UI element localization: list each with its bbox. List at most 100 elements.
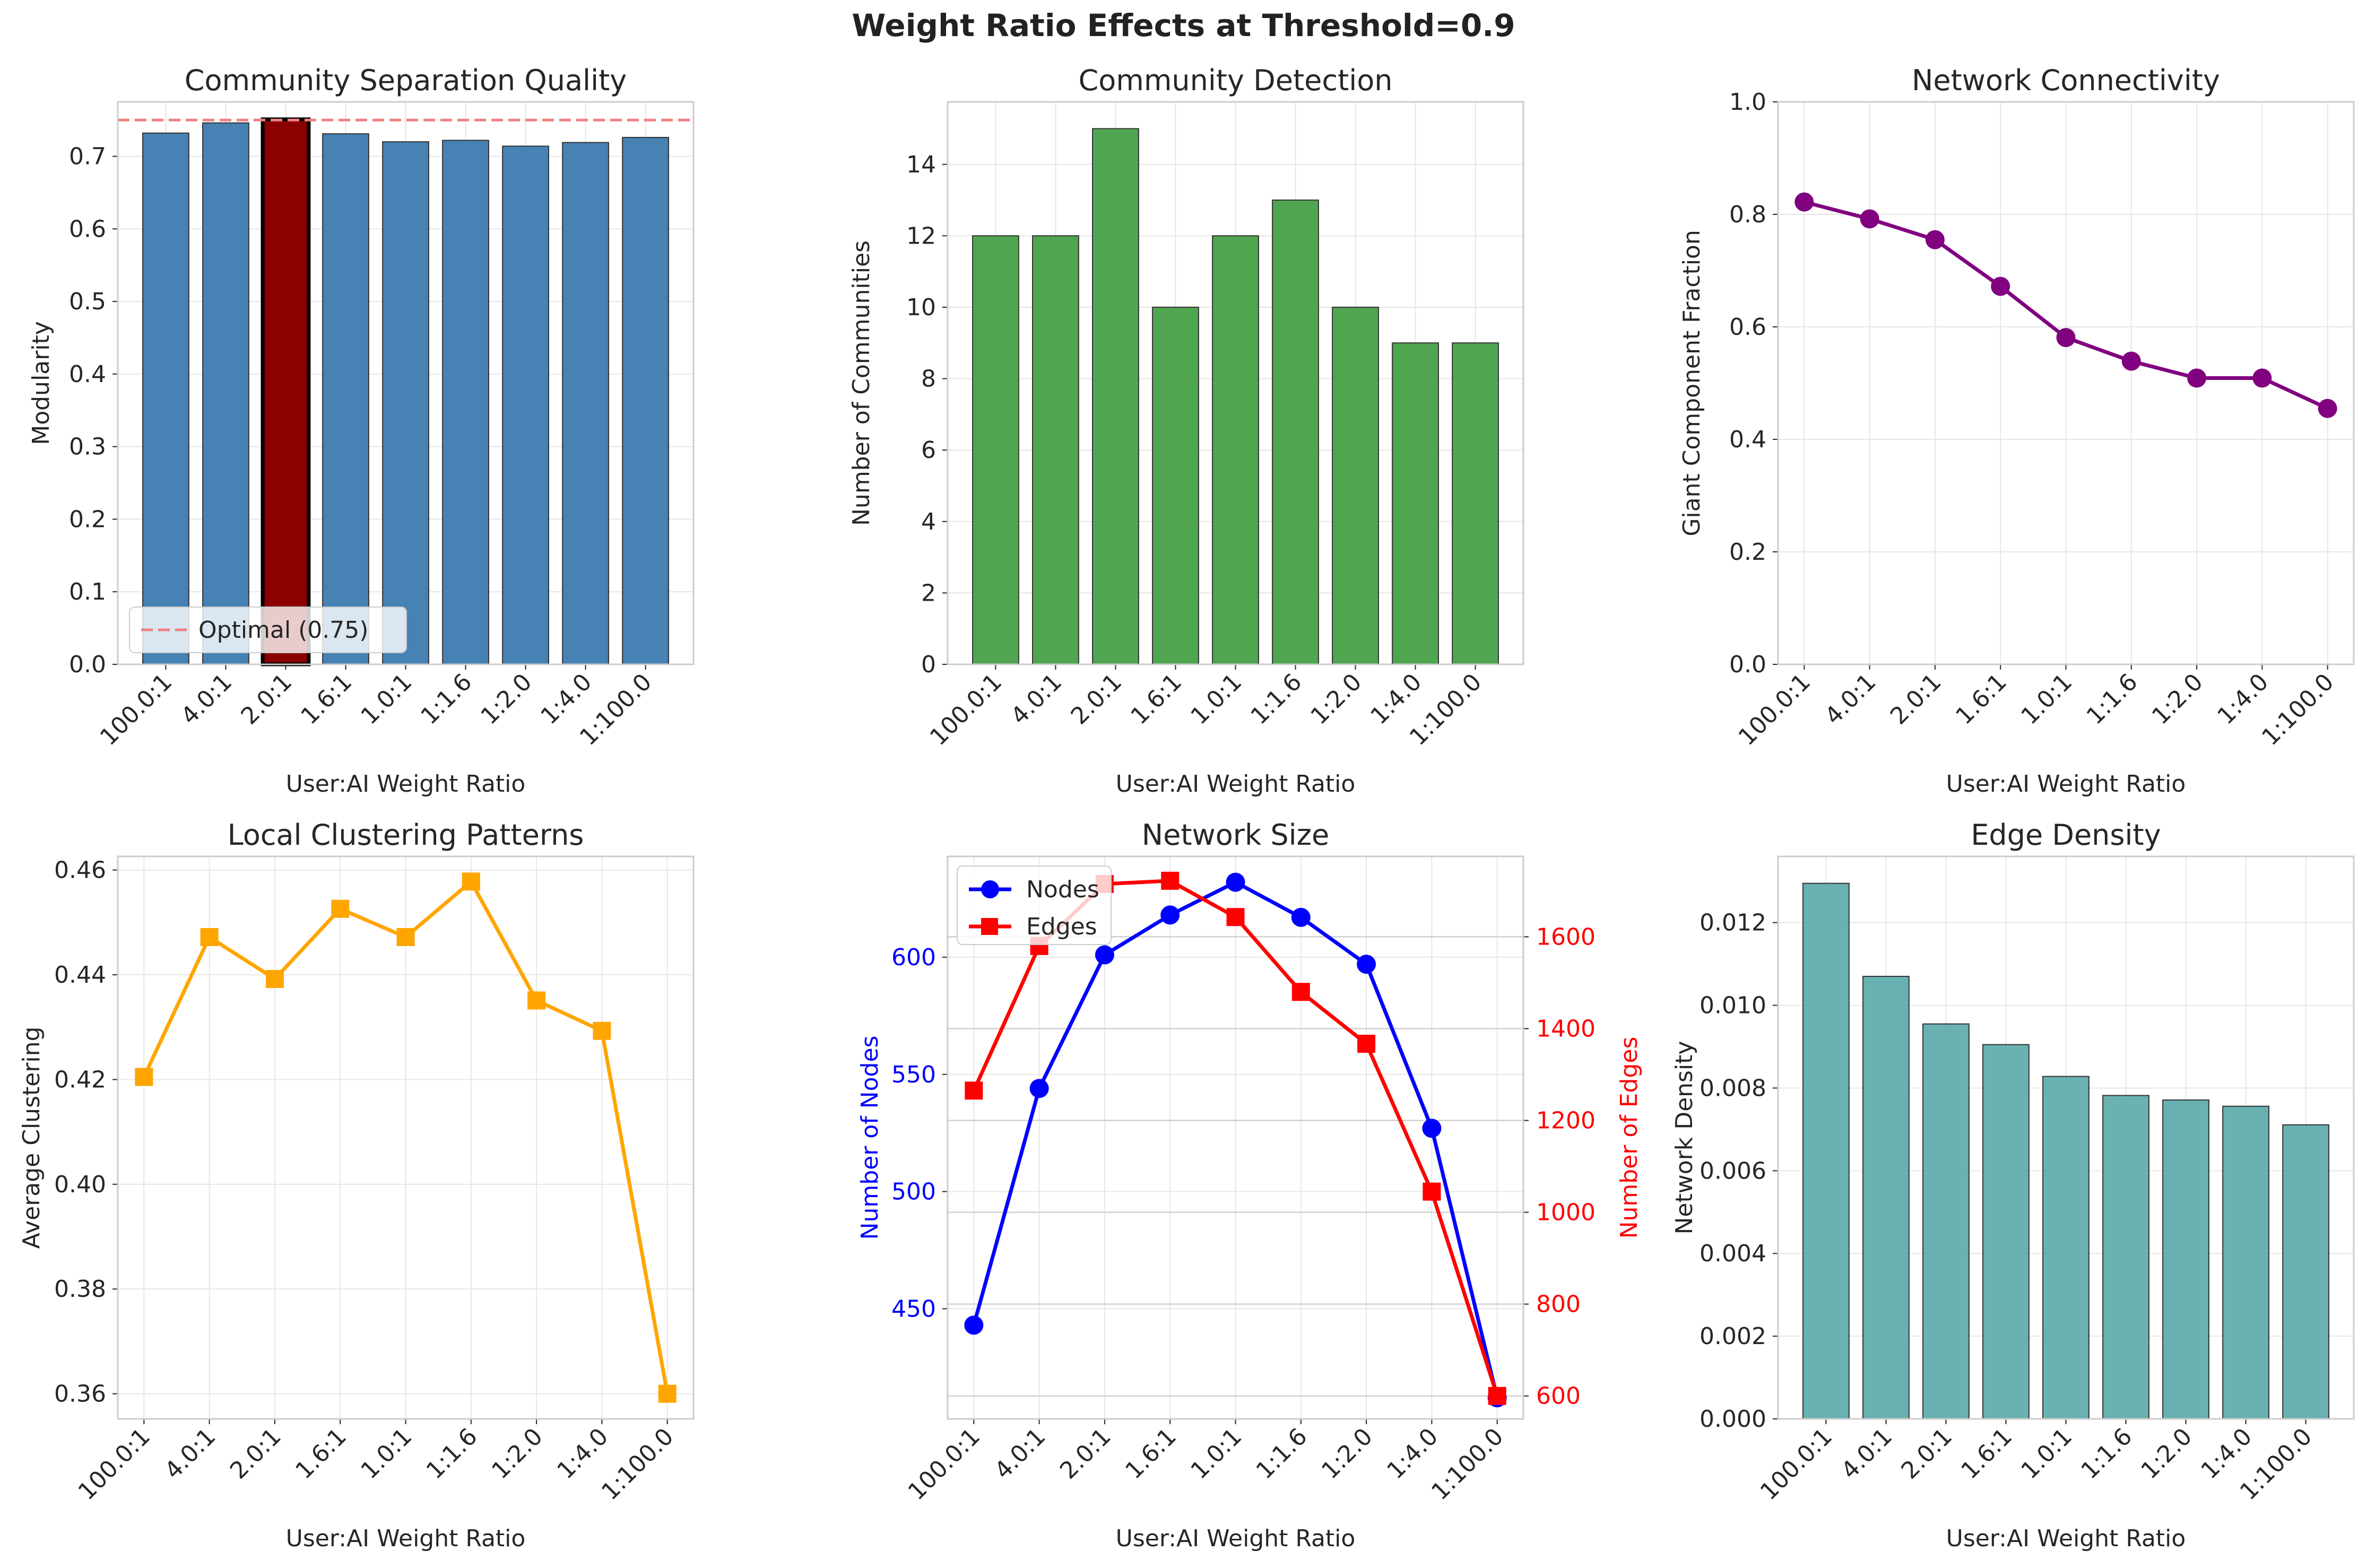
y-tick-label: 2 [921, 579, 936, 607]
bar [1922, 1023, 1970, 1419]
series-point [527, 991, 546, 1010]
legend: Optimal (0.75) [129, 607, 407, 653]
x-tick-label: 1:1.6 [2082, 669, 2143, 730]
series-edges-point [1423, 1182, 1441, 1201]
series-edges-point [1488, 1387, 1506, 1405]
series-nodes-point [1422, 1119, 1442, 1138]
x-tick-label: 1.6:1 [1956, 1423, 2017, 1485]
x-tick-label: 1.6:1 [1120, 1423, 1182, 1485]
bar [502, 145, 549, 665]
axes-frame [117, 855, 695, 1420]
x-tick-label: 2.0:1 [1885, 669, 1947, 730]
series-edges-point [1357, 1035, 1376, 1053]
x-tick-label: 4.0:1 [1836, 1423, 1897, 1485]
x-tick-label: 2.0:1 [236, 669, 297, 730]
x-axis-label: User:AI Weight Ratio [1116, 770, 1356, 798]
x-tick-label: 100.0:1 [903, 1423, 985, 1505]
y-tick-label: 0.40 [54, 1171, 106, 1198]
x-tick-label: 1:4.0 [2212, 669, 2274, 730]
x-tick-label: 100.0:1 [95, 669, 177, 751]
x-axis-label: User:AI Weight Ratio [286, 770, 526, 798]
y-tick-label: 0.42 [54, 1066, 106, 1093]
x-tick-label: 1:2.0 [2147, 669, 2208, 730]
bar [972, 235, 1019, 665]
y-tick-label: 0.7 [69, 143, 106, 170]
y-tick-label: 0.3 [69, 434, 106, 461]
x-tick-label: 4.0:1 [1820, 669, 1882, 730]
series-point [331, 899, 350, 918]
panel-title: Network Connectivity [1912, 64, 2220, 97]
panel-communities: 0 2 4 6 8 10 12 14 Community Detection 100.0:14.0… [848, 64, 1524, 798]
x-tick-label: 100.0:1 [1755, 1423, 1837, 1505]
series-nodes-point [1226, 872, 1245, 892]
y-tick-label: 600 [891, 944, 936, 971]
y-tick-label: 0.012 [1700, 909, 1766, 937]
right-axis-label: Number of Edges [1616, 1037, 1643, 1239]
x-tick-label: 1:100.0 [2257, 669, 2339, 751]
legend-label: Optimal (0.75) [198, 617, 368, 644]
bar [1452, 342, 1499, 665]
x-tick-label: 1:1.6 [415, 669, 477, 730]
x-tick-label: 2.0:1 [1065, 669, 1127, 730]
y-tick-label: 0.010 [1700, 992, 1766, 1019]
panel-clustering: 0.36 0.38 0.40 0.42 0.44 0.46 Local Clustering… [18, 818, 695, 1552]
bar [142, 132, 189, 665]
x-tick-label: 1.6:1 [1125, 669, 1187, 730]
series-point [396, 928, 415, 946]
panel-title: Local Clustering Patterns [228, 818, 584, 852]
panel-connectivity: 0.0 0.2 0.4 0.6 0.8 1.0 Network Connectivity 10… [1678, 64, 2355, 798]
x-tick-label: 1:1.6 [1245, 669, 1307, 730]
x-tick-label: 1.0:1 [2016, 1423, 2077, 1485]
series-point [135, 1068, 153, 1086]
series-edges-point [1291, 983, 1310, 1001]
panel-title: Community Separation Quality [185, 64, 627, 97]
x-tick-label: 1:1.6 [1251, 1423, 1313, 1485]
y-tick-label: 550 [891, 1061, 936, 1088]
series-point [2318, 399, 2337, 418]
x-tick-label: 4.0:1 [990, 1423, 1051, 1485]
y-tick-label: 0.006 [1700, 1157, 1766, 1184]
bar [562, 142, 609, 665]
series-point [1925, 230, 1945, 249]
series-point [1794, 192, 1814, 212]
right-tick-label: 1600 [1536, 923, 1596, 950]
series-point [1991, 276, 2010, 296]
bar [2162, 1099, 2209, 1419]
y-tick-label: 14 [906, 151, 936, 178]
series-point [2056, 328, 2076, 348]
y-tick-label: 0.6 [1729, 314, 1766, 341]
y-tick-label: 450 [891, 1295, 936, 1322]
y-tick-label: 0.000 [1700, 1406, 1766, 1433]
legend: Nodes Edges [957, 865, 1112, 945]
series-edges-point [1161, 871, 1180, 890]
x-tick-label: 1.0:1 [356, 669, 417, 730]
bar [261, 117, 311, 666]
bar [1392, 342, 1439, 665]
x-tick-label: 1:1.6 [421, 1423, 483, 1485]
y-axis-label: Number of Communities [848, 240, 875, 526]
bar [1152, 306, 1199, 665]
series-edges-point [1226, 908, 1245, 926]
x-tick-label: 1.6:1 [296, 669, 357, 730]
x-axis-label: User:AI Weight Ratio [1946, 1525, 2186, 1552]
bar [2282, 1124, 2329, 1419]
bar [1802, 882, 1850, 1419]
series-point [658, 1384, 677, 1403]
bar [382, 141, 429, 665]
bar [1032, 235, 1079, 665]
bar [442, 140, 489, 665]
x-tick-label: 1:100.0 [596, 1423, 679, 1505]
x-tick-label: 1.0:1 [1185, 669, 1247, 730]
bar [1862, 976, 1910, 1419]
y-tick-label: 12 [906, 222, 936, 249]
x-tick-label: 4.0:1 [1005, 669, 1067, 730]
right-tick-label: 1200 [1536, 1107, 1596, 1134]
bar [2042, 1076, 2089, 1420]
bar [2222, 1105, 2269, 1419]
legend-swatch-marker [981, 880, 999, 898]
axes-frame [1777, 855, 2355, 1420]
x-tick-label: 1:1.6 [2076, 1423, 2137, 1485]
right-tick-label: 1400 [1536, 1015, 1596, 1042]
x-tick-label: 1:4.0 [1382, 1423, 1443, 1485]
right-tick-label: 1000 [1536, 1199, 1596, 1226]
